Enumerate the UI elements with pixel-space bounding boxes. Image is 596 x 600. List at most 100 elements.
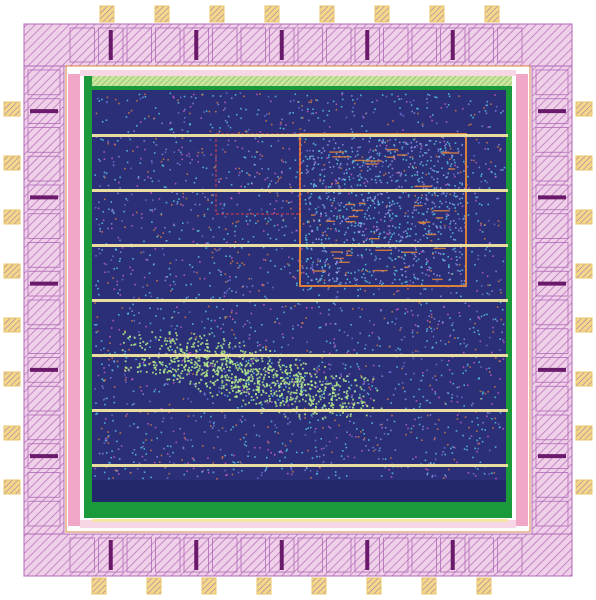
cell-speckle — [177, 99, 179, 102]
cell-speckle — [300, 272, 303, 274]
cell-speckle — [269, 191, 271, 194]
cell-speckle-lime — [278, 364, 280, 367]
cell-speckle — [170, 317, 173, 319]
macro-speckle — [460, 280, 463, 282]
macro-speckle — [319, 260, 321, 263]
cell-speckle-lime — [304, 389, 307, 392]
cell-speckle-lime — [276, 380, 279, 382]
macro-speckle — [458, 251, 461, 253]
cell-speckle — [416, 107, 418, 110]
cell-speckle — [107, 227, 109, 230]
macro-speckle — [418, 252, 421, 255]
macro-speckle — [411, 212, 414, 214]
cell-speckle — [328, 352, 331, 355]
cell-speckle — [437, 195, 439, 197]
cell-speckle — [454, 239, 457, 241]
cell-speckle — [470, 114, 472, 117]
macro-speckle — [369, 217, 372, 220]
cell-speckle — [164, 383, 167, 385]
cell-speckle-lime — [261, 357, 263, 360]
cell-speckle — [124, 330, 126, 332]
cell-speckle-lime — [155, 364, 158, 367]
cell-speckle — [217, 429, 220, 432]
macro-speckle — [405, 143, 407, 145]
cell-speckle-lime — [244, 370, 247, 372]
cell-speckle — [203, 215, 206, 217]
cell-speckle-lime — [199, 335, 201, 338]
cell-speckle — [239, 380, 242, 383]
cell-speckle-lime — [195, 356, 197, 359]
cell-speckle — [486, 181, 488, 184]
cell-speckle — [126, 413, 128, 416]
cell-speckle — [150, 476, 152, 479]
macro-speckle — [345, 204, 347, 206]
cell-speckle — [410, 431, 412, 433]
cell-speckle — [492, 255, 494, 257]
cell-speckle — [389, 150, 391, 152]
cell-speckle — [183, 110, 185, 113]
cell-speckle-lime — [324, 405, 327, 408]
cell-speckle — [481, 393, 484, 395]
cell-speckle — [269, 203, 272, 205]
cell-speckle — [307, 275, 309, 278]
macro-speckle — [374, 195, 377, 198]
cell-speckle-lime — [228, 391, 231, 394]
cell-speckle — [476, 439, 478, 442]
cell-speckle — [314, 439, 317, 442]
cell-speckle — [350, 272, 352, 275]
cell-speckle-lime — [376, 389, 379, 392]
cell-speckle — [269, 237, 272, 240]
cell-speckle-lime — [269, 369, 271, 371]
macro-speckle — [327, 219, 329, 221]
cell-speckle — [277, 382, 279, 384]
cell-speckle — [307, 427, 309, 429]
cell-speckle — [476, 417, 479, 419]
macro-speckle — [382, 141, 385, 143]
macro-speckle — [338, 204, 341, 207]
cell-speckle — [281, 306, 284, 308]
cell-speckle — [485, 248, 487, 251]
cell-speckle — [478, 317, 481, 320]
cell-speckle — [282, 147, 284, 150]
cell-speckle — [414, 418, 416, 421]
cell-speckle — [488, 449, 491, 452]
cell-speckle — [133, 336, 136, 338]
cell-speckle — [182, 222, 184, 224]
macro-speckle — [317, 156, 320, 159]
cell-speckle — [404, 191, 407, 193]
macro-speckle — [323, 271, 326, 273]
cell-speckle-lime — [206, 358, 208, 360]
cell-speckle — [171, 348, 173, 351]
cell-speckle — [169, 92, 172, 95]
cell-speckle — [451, 452, 454, 454]
cell-speckle — [143, 364, 145, 366]
cell-speckle — [95, 402, 97, 404]
cell-speckle — [281, 172, 283, 174]
bond-pad-left — [3, 101, 21, 117]
macro-speckle — [442, 174, 445, 176]
macro-speckle — [336, 272, 338, 274]
cell-speckle-lime — [221, 364, 223, 367]
cell-speckle-lime — [270, 386, 272, 389]
cell-speckle-lime — [171, 339, 173, 342]
macro-speckle — [336, 217, 338, 220]
cell-speckle-lime — [286, 372, 289, 374]
macro-speckle — [306, 221, 309, 224]
cell-speckle — [237, 380, 239, 382]
cell-speckle — [244, 156, 247, 159]
cell-speckle — [203, 393, 206, 396]
macro-speckle — [353, 277, 356, 280]
cell-speckle-lime — [229, 366, 231, 369]
cell-speckle — [235, 167, 237, 170]
macro-speckle — [312, 184, 315, 186]
macro-speckle — [461, 182, 463, 185]
cell-speckle-lime — [249, 352, 251, 354]
cell-speckle-lime — [198, 357, 201, 360]
cell-speckle-lime — [251, 376, 254, 378]
cell-speckle-lime — [134, 343, 137, 346]
cell-speckle — [100, 427, 103, 430]
cell-speckle — [107, 142, 109, 145]
cell-speckle — [142, 441, 145, 444]
cell-speckle — [396, 290, 398, 293]
cell-speckle — [435, 452, 437, 455]
